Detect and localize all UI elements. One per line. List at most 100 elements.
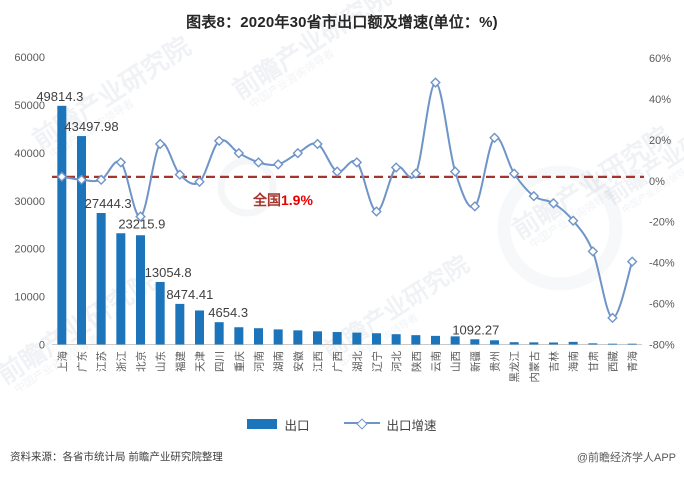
watermark-logo-icon (217, 157, 277, 217)
line-marker-icon (390, 162, 402, 173)
growth-line-swatch-icon (343, 418, 380, 430)
line-marker-icon (528, 190, 540, 202)
left-axis-tick: 20000 (14, 244, 45, 256)
right-axis-tick: 40% (649, 94, 671, 106)
line-marker-icon (115, 157, 127, 168)
category-label: 贵州 (489, 351, 502, 372)
category-label: 青海 (626, 351, 639, 372)
category-label: 河北 (391, 351, 403, 372)
bar-value-label: 27444.3 (85, 196, 132, 211)
bar (391, 334, 401, 345)
bar (627, 343, 637, 345)
line-marker-icon (331, 166, 343, 177)
line-marker-icon (253, 157, 264, 168)
line-marker-icon (351, 157, 363, 168)
line-marker-icon (607, 312, 618, 324)
bar-value-label: 23215.9 (118, 216, 165, 231)
bar (175, 303, 185, 345)
legend-growth-label: 出口增速 (386, 418, 437, 433)
category-label: 辽宁 (371, 351, 384, 372)
line-marker-icon (410, 168, 422, 179)
left-axis-tick: 40000 (14, 148, 45, 160)
bar (116, 233, 126, 345)
left-axis-tick: 60000 (14, 52, 45, 64)
category-label: 安徽 (292, 351, 305, 372)
category-label: 内蒙古 (528, 351, 541, 383)
right-axis-tick: 0% (649, 176, 665, 188)
watermark-logo-icon (497, 165, 623, 291)
right-axis-tick: 20% (649, 135, 671, 147)
category-label: 浙江 (116, 351, 128, 372)
bar (588, 343, 598, 345)
line-marker-icon (174, 169, 186, 180)
bar-value-label: 43497.98 (64, 119, 118, 134)
category-label: 上海 (56, 351, 69, 372)
category-label: 四川 (214, 351, 226, 372)
bar (195, 310, 204, 345)
watermark-text: 前瞻产业研究院 (318, 250, 474, 365)
category-label: 江西 (313, 351, 325, 372)
category-label: 西藏 (608, 351, 620, 372)
right-axis-tick: -40% (649, 258, 675, 270)
category-label: 山西 (450, 351, 462, 372)
category-label: 福建 (174, 351, 187, 372)
left-axis-tick: 0 (39, 340, 45, 352)
bar (214, 322, 224, 345)
bar (509, 342, 519, 345)
diamond-marker-icon (355, 418, 368, 430)
category-label: 江苏 (95, 351, 108, 372)
bar (568, 341, 578, 345)
right-axis-tick: -80% (649, 340, 675, 352)
line-marker-icon (213, 135, 225, 147)
line-marker-icon (233, 147, 245, 159)
line-marker-icon (430, 77, 441, 88)
source-note: 资料来源：各省市统计局 前瞻产业研究院整理 (10, 451, 223, 463)
legend-item-export: 出口 (247, 415, 310, 434)
bar (96, 212, 106, 345)
bar (136, 235, 145, 345)
category-label: 黑龙江 (508, 351, 521, 383)
bar (450, 336, 460, 345)
legend-item-growth: 出口增速 (343, 415, 437, 434)
line-marker-icon (567, 215, 579, 226)
line-marker-icon (194, 176, 205, 188)
bar (431, 335, 440, 345)
category-label: 吉林 (548, 351, 561, 372)
bar (77, 136, 86, 345)
national-average-label: 全国1.9% (252, 192, 313, 208)
line-marker-icon (312, 138, 323, 150)
line-marker-icon (489, 132, 500, 144)
left-axis-tick: 30000 (14, 196, 45, 208)
bar (155, 281, 165, 345)
bar (57, 105, 67, 345)
line-marker-icon (154, 138, 166, 150)
right-axis-tick: 60% (649, 53, 671, 65)
line-marker-icon (292, 147, 304, 159)
line-marker-icon (626, 256, 638, 267)
line-marker-icon (95, 174, 107, 186)
line-marker-icon (272, 159, 284, 170)
line-marker-icon (587, 246, 599, 257)
left-axis-tick: 50000 (14, 100, 45, 112)
category-label: 天津 (195, 351, 207, 372)
category-label: 新疆 (469, 351, 482, 372)
bar-value-label: 13054.8 (145, 265, 192, 280)
category-label: 陕西 (410, 351, 423, 372)
bar (313, 331, 322, 345)
category-label: 山东 (154, 351, 167, 372)
category-label: 湖北 (352, 351, 364, 372)
legend: 出口 出口增速 (0, 413, 684, 435)
bar (332, 332, 342, 345)
export-bar-swatch-icon (247, 419, 278, 429)
bar (549, 342, 558, 345)
bar-value-label: 8474.41 (166, 287, 213, 302)
line-marker-icon (135, 211, 146, 222)
legend-export-label: 出口 (284, 418, 310, 433)
line-marker-icon (548, 198, 559, 209)
left-axis-tick: 10000 (14, 292, 45, 304)
category-label: 重庆 (233, 351, 246, 372)
bar (293, 330, 303, 345)
category-label: 海南 (567, 351, 580, 372)
